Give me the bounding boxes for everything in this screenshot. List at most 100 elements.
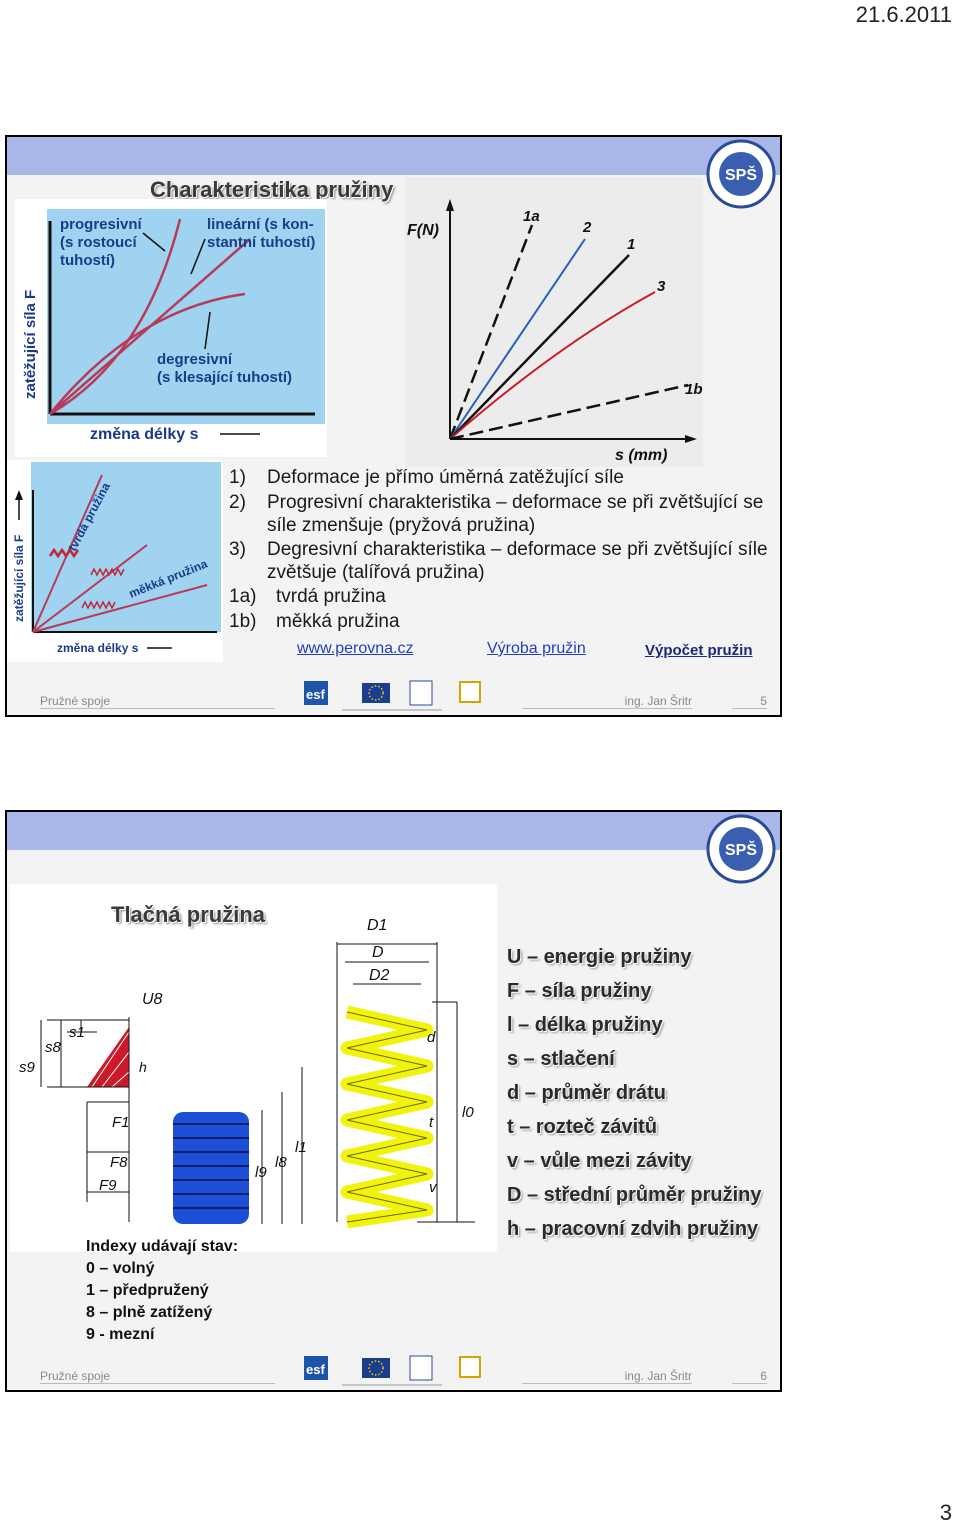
series-1a bbox=[448, 224, 534, 440]
list-text-2: Progresivní charakteristika – deformace … bbox=[267, 492, 764, 536]
slide-title: Tlačná pružina bbox=[111, 902, 266, 927]
series-label-3: 3 bbox=[657, 278, 666, 295]
footer-page-number: 5 bbox=[732, 694, 767, 709]
header-date: 21.6.2011 bbox=[855, 2, 952, 27]
slide-6: SPŠ Tlačná pružina s9 s8 s1 U8 h F1 F8 F… bbox=[5, 810, 782, 1392]
svg-text:SPŠ: SPŠ bbox=[725, 840, 757, 859]
definition-item: h – pracovní zdvih pružiny bbox=[507, 1218, 759, 1240]
chart-right-xlabel: s (mm) bbox=[615, 447, 667, 464]
list-num-2: 2) bbox=[229, 492, 246, 513]
chart-xlabel: změna délky s bbox=[90, 426, 199, 443]
label-s8: s8 bbox=[45, 1039, 62, 1056]
label-l0: l0 bbox=[462, 1104, 474, 1121]
svg-text:esf: esf bbox=[306, 1362, 325, 1377]
series-label-2: 2 bbox=[582, 219, 592, 236]
school-logo-icon: SPŠ bbox=[706, 139, 776, 209]
list-num-4: 1a) bbox=[229, 586, 257, 607]
links-row: www.perovna.cz Výroba pružin Výpočet pru… bbox=[7, 640, 780, 664]
vypocet-link[interactable]: Výpočet pružin bbox=[645, 642, 753, 659]
definition-item: D – střední průměr pružiny bbox=[507, 1184, 762, 1206]
list-text-5: měkká pružina bbox=[276, 611, 400, 632]
label-s1: s1 bbox=[69, 1024, 85, 1041]
chart-right-ylabel: F(N) bbox=[407, 222, 439, 239]
series-2 bbox=[449, 238, 586, 440]
small-chart-ylabel: zatěžující síla F bbox=[12, 535, 26, 622]
list-num-1: 1) bbox=[229, 467, 246, 488]
index-heading: Indexy udávají stav: bbox=[86, 1238, 239, 1255]
label-l9: l9 bbox=[255, 1164, 267, 1181]
label-U8: U8 bbox=[142, 991, 163, 1008]
label-F8: F8 bbox=[110, 1154, 128, 1171]
label-l8: l8 bbox=[275, 1154, 287, 1171]
definitions-list: U – energie pružiny F – síla pružiny l –… bbox=[507, 940, 762, 1246]
compression-spring-diagram: s9 s8 s1 U8 h F1 F8 F9 l9 l8 l1 D1 D bbox=[19, 917, 475, 1229]
characteristic-chart: zatěžující síla F progresivní (s rostouc… bbox=[15, 199, 327, 457]
footer-title: Pružné spoje bbox=[40, 1369, 275, 1384]
definition-item: F – síla pružiny bbox=[507, 980, 652, 1002]
index-item: 8 – plně zatížený bbox=[86, 1304, 213, 1321]
energy-triangle bbox=[87, 1027, 129, 1087]
index-item: 1 – předpružený bbox=[86, 1282, 209, 1299]
series-label-1a: 1a bbox=[523, 208, 540, 225]
degressive-curve bbox=[49, 292, 246, 415]
slide-5: SPŠ Charakteristika pružiny zatěžující s… bbox=[5, 135, 782, 717]
vyroba-link[interactable]: Výroba pružin bbox=[487, 640, 586, 657]
chart-ylabel: zatěžující síla F bbox=[22, 290, 39, 399]
series-3 bbox=[449, 291, 656, 440]
label-t: t bbox=[429, 1114, 434, 1131]
list-text-3: Degresivní charakteristika – deformace s… bbox=[267, 539, 768, 583]
list-num-3: 3) bbox=[229, 539, 246, 560]
slide-title: Charakteristika pružiny bbox=[150, 177, 394, 202]
school-logo-icon: SPŠ bbox=[706, 814, 776, 884]
characteristic-list: 1) Deformace je přímo úměrná zatěžující s… bbox=[229, 466, 769, 635]
label-linearni-1: lineární (s kon- bbox=[207, 216, 314, 233]
label-F1: F1 bbox=[112, 1114, 130, 1131]
list-text-4: tvrdá pružina bbox=[276, 586, 386, 607]
definition-item: s – stlačení bbox=[507, 1048, 615, 1070]
definition-item: t – rozteč závitů bbox=[507, 1116, 658, 1138]
definition-item: l – délka pružiny bbox=[507, 1014, 663, 1036]
svg-text:SPŠ: SPŠ bbox=[725, 165, 757, 184]
label-d: d bbox=[427, 1029, 436, 1046]
label-linearni-2: stantní tuhostí) bbox=[207, 234, 315, 251]
label-degresivni-2: (s klesající tuhostí) bbox=[157, 369, 292, 386]
force-deflection-chart: F(N) s (mm) 1a 2 1 3 1b bbox=[405, 177, 703, 467]
label-s9: s9 bbox=[19, 1059, 36, 1076]
list-text-1: Deformace je přímo úměrná zatěžující síl… bbox=[267, 467, 624, 488]
index-item: 0 – volný bbox=[86, 1260, 155, 1277]
series-label-1b: 1b bbox=[685, 381, 703, 398]
label-l1: l1 bbox=[295, 1139, 307, 1156]
series-1 bbox=[449, 254, 630, 440]
index-item: 9 - mezní bbox=[86, 1326, 155, 1343]
series-1b bbox=[449, 383, 689, 441]
label-D: D bbox=[372, 944, 384, 961]
blue-spring bbox=[173, 1112, 249, 1224]
list-num-5: 1b) bbox=[229, 611, 257, 632]
slide-topbar bbox=[7, 137, 780, 175]
svg-text:esf: esf bbox=[306, 687, 325, 702]
label-degresivni-1: degresivní bbox=[157, 351, 233, 368]
footer-title: Pružné spoje bbox=[40, 694, 275, 709]
label-v: v bbox=[429, 1179, 438, 1196]
index-states: Indexy udávají stav: 0 – volný 1 – předp… bbox=[86, 1236, 238, 1346]
label-D2: D2 bbox=[369, 967, 390, 984]
page-number: 3 bbox=[939, 1500, 952, 1525]
eu-logos-icon: esf bbox=[304, 1355, 481, 1386]
eu-logos-icon: esf bbox=[304, 680, 481, 711]
label-progresivni-2: (s rostoucí bbox=[60, 234, 138, 251]
label-D1: D1 bbox=[367, 917, 387, 934]
perovna-link[interactable]: www.perovna.cz bbox=[297, 640, 414, 657]
yellow-spring bbox=[340, 1005, 434, 1229]
label-h: h bbox=[139, 1059, 147, 1075]
footer-author: ing. Jan Šritr bbox=[522, 694, 692, 709]
spring-stiffness-chart: zatěžující síla F tvrdá pružina měkká pr… bbox=[7, 460, 223, 662]
definition-item: v – vůle mezi závity bbox=[507, 1150, 692, 1172]
small-chart-xlabel: změna délky s bbox=[57, 641, 139, 655]
label-progresivni-3: tuhostí) bbox=[60, 252, 115, 269]
slide-topbar bbox=[7, 812, 780, 850]
label-progresivni-1: progresivní bbox=[60, 216, 143, 233]
label-F9: F9 bbox=[99, 1177, 117, 1194]
series-label-1: 1 bbox=[627, 236, 635, 253]
footer-page-number: 6 bbox=[732, 1369, 767, 1384]
definition-item: d – průměr drátu bbox=[507, 1082, 666, 1104]
